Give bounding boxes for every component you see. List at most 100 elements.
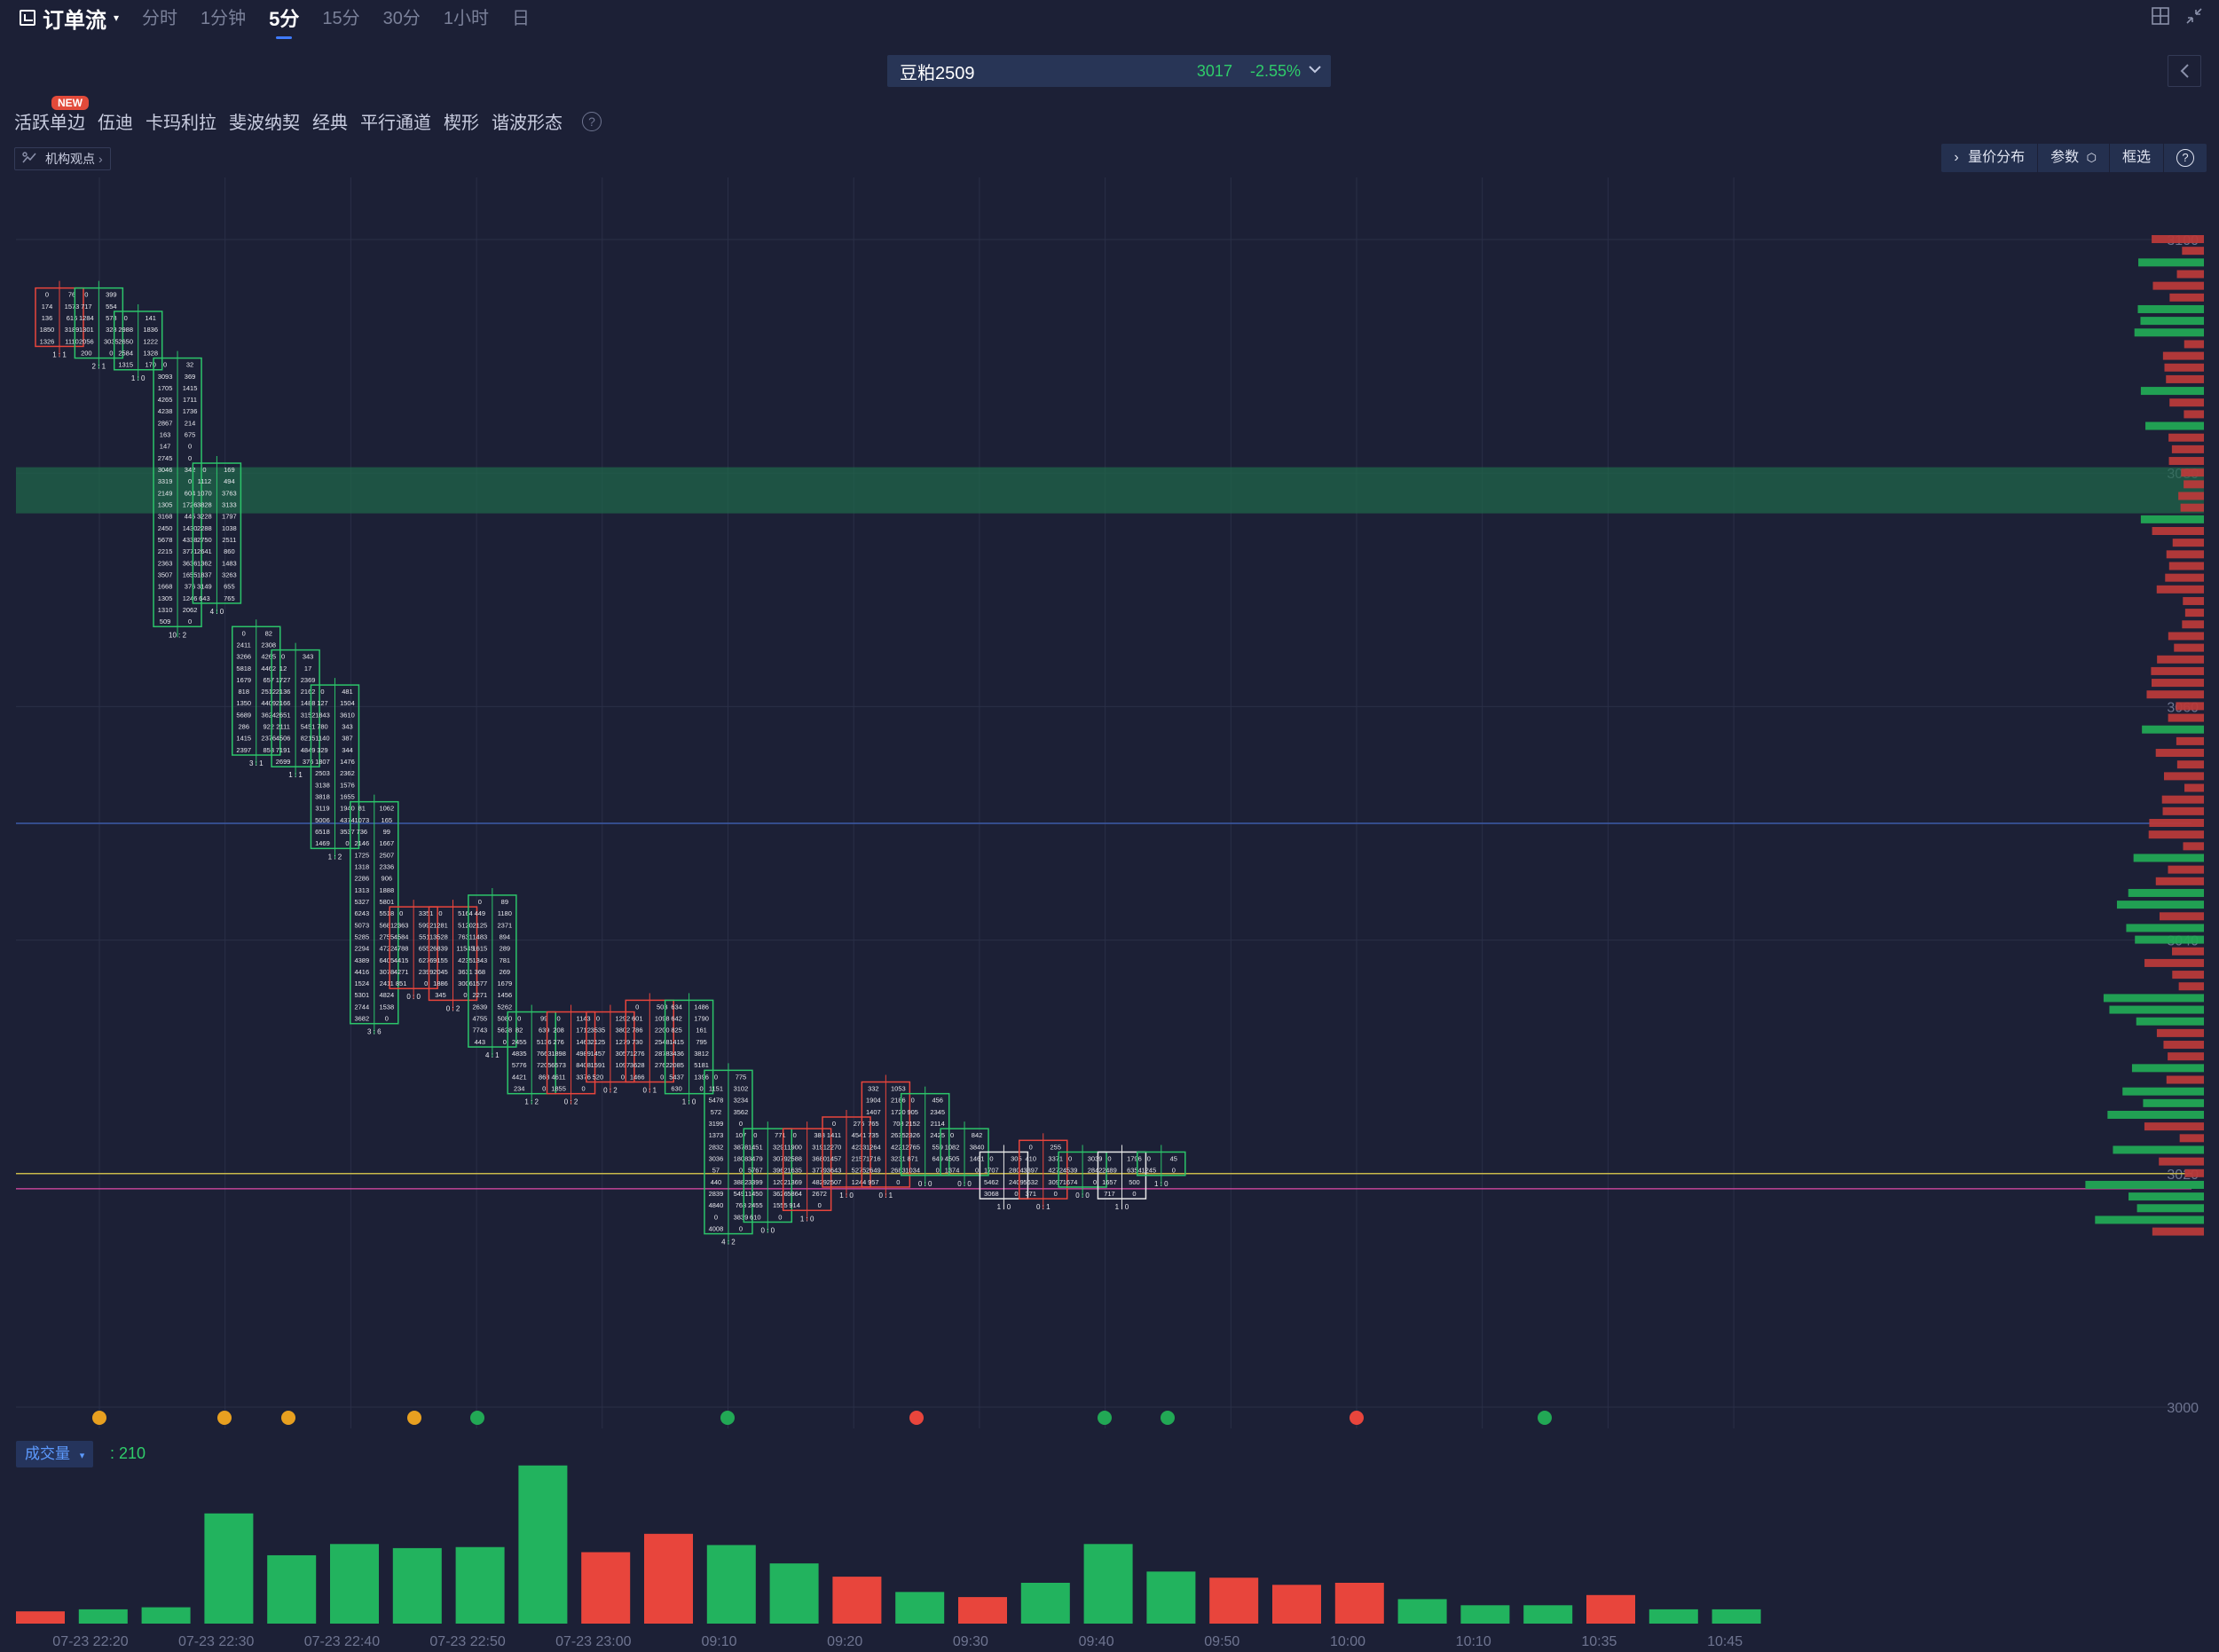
bid-volume: 3828 bbox=[197, 501, 212, 509]
ask-volume: 3231 bbox=[891, 1154, 906, 1162]
help-icon: ? bbox=[2176, 149, 2194, 167]
volume-profile-bar bbox=[2152, 1227, 2204, 1236]
period-tab[interactable]: 日 bbox=[512, 9, 531, 28]
ask-volume: 342 bbox=[185, 466, 196, 474]
volume-profile-bar bbox=[2134, 328, 2204, 337]
bid-volume: 0 bbox=[714, 1073, 718, 1081]
collapse-panel-button[interactable] bbox=[2168, 55, 2201, 87]
ask-volume: 2336 bbox=[379, 862, 394, 870]
period-tab[interactable]: 15分 bbox=[322, 9, 360, 28]
time-tick-label: 09:20 bbox=[827, 1634, 862, 1649]
bid-volume: 735 bbox=[868, 1131, 879, 1139]
institution-view-button[interactable]: 机构观点 › bbox=[14, 147, 111, 170]
bid-volume: 0 bbox=[478, 898, 482, 906]
ask-volume: 3771 bbox=[183, 547, 198, 555]
bid-volume: 2270 bbox=[827, 1143, 842, 1151]
bid-volume: 3168 bbox=[158, 513, 173, 521]
ask-volume: 165 bbox=[382, 816, 393, 824]
bid-volume: 127 bbox=[317, 699, 328, 707]
bid-volume: 5285 bbox=[354, 932, 369, 940]
bid-volume: 1073 bbox=[354, 816, 369, 824]
grid-icon[interactable] bbox=[2152, 7, 2169, 25]
ask-volume: 0 bbox=[1132, 1190, 1136, 1198]
volume-indicator-selector[interactable]: 成交量 ▾ bbox=[16, 1441, 94, 1467]
help-icon[interactable]: ? bbox=[582, 111, 602, 131]
volume-bar bbox=[581, 1552, 631, 1624]
volume-bar bbox=[1586, 1594, 1635, 1624]
bid-volume: 1407 bbox=[866, 1108, 881, 1116]
pattern-tab[interactable]: 平行通道 bbox=[360, 114, 431, 133]
app-title[interactable]: 订单流 ▾ bbox=[20, 3, 119, 34]
params-button[interactable]: 参数 ⬡ bbox=[2038, 144, 2110, 172]
ask-volume: 3371 bbox=[1048, 1154, 1063, 1162]
ask-volume: 2376 bbox=[261, 735, 276, 743]
symbol-selector[interactable]: 豆粕2509 3017 -2.55% bbox=[887, 55, 1331, 87]
select-box-button[interactable]: 框选 bbox=[2110, 144, 2164, 172]
period-tab[interactable]: 1小时 bbox=[443, 9, 490, 28]
ask-volume: 3291 bbox=[773, 1143, 788, 1151]
bid-volume: 147 bbox=[160, 443, 171, 451]
candle-ratio: 1 : 2 bbox=[524, 1098, 539, 1106]
ask-volume: 3079 bbox=[773, 1154, 788, 1162]
volume-bar bbox=[518, 1465, 568, 1624]
volume-bar bbox=[141, 1607, 191, 1624]
candle-body bbox=[310, 684, 360, 850]
bid-volume: 642 bbox=[671, 1015, 682, 1023]
ask-volume: 1143 bbox=[576, 1015, 590, 1023]
bid-volume: 2125 bbox=[473, 921, 488, 929]
candle-body bbox=[74, 287, 124, 359]
ask-volume: 2548 bbox=[655, 1038, 670, 1046]
ask-volume: 0 bbox=[385, 1015, 389, 1023]
pattern-tab[interactable]: 楔形 bbox=[444, 114, 479, 133]
volume-profile-bar bbox=[2182, 247, 2204, 256]
bid-volume: 0 bbox=[517, 1015, 521, 1023]
ask-volume: 99 bbox=[383, 828, 390, 836]
period-tab[interactable]: 分时 bbox=[142, 9, 178, 28]
ask-volume: 8408 bbox=[576, 1061, 591, 1069]
bid-volume: 3149 bbox=[197, 583, 212, 591]
ask-volume: 387 bbox=[342, 735, 353, 743]
candle-body bbox=[232, 625, 281, 756]
bid-volume: 4584 bbox=[394, 932, 409, 940]
help-button[interactable]: ? bbox=[2164, 144, 2207, 172]
bid-volume: 2651 bbox=[276, 711, 291, 719]
ask-volume: 1808 bbox=[734, 1154, 749, 1162]
bid-volume: 1140 bbox=[315, 735, 329, 743]
bid-volume: 1524 bbox=[354, 979, 369, 987]
bid-volume: 2149 bbox=[158, 489, 173, 497]
volume-profile-bar bbox=[2131, 1064, 2204, 1073]
pattern-tab[interactable]: 活跃单边 NEW bbox=[14, 96, 89, 134]
volume-profile-bar bbox=[2135, 935, 2204, 944]
bid-volume: 3436 bbox=[669, 1050, 684, 1058]
period-tab[interactable]: 5分 bbox=[269, 4, 299, 39]
volume-profile-bar bbox=[2151, 666, 2204, 675]
pattern-tab[interactable]: 谐波形态 bbox=[492, 114, 563, 133]
top-bar: 订单流 ▾ 分时 1分钟 5分 15分 30分 1小时 日 bbox=[0, 0, 2219, 39]
pattern-tab[interactable]: 斐波纳契 bbox=[229, 114, 300, 133]
shrink-icon[interactable] bbox=[2185, 7, 2203, 25]
bid-volume: 2832 bbox=[709, 1143, 724, 1151]
bid-volume: 0 bbox=[320, 688, 324, 696]
bid-volume: 163 bbox=[160, 431, 171, 439]
orderflow-chart[interactable]: 3100308030603040302030000761741573136616… bbox=[0, 173, 2219, 1652]
price-tick-label: 3000 bbox=[2167, 1401, 2199, 1416]
bid-volume: 1705 bbox=[158, 384, 173, 392]
price-distribution-button[interactable]: › 量价分布 bbox=[1941, 144, 2039, 172]
pattern-tab[interactable]: 经典 bbox=[312, 114, 348, 133]
ask-volume: 2409 bbox=[1009, 1178, 1024, 1186]
volume-profile-bar bbox=[2162, 806, 2204, 815]
ask-volume: 4541 bbox=[852, 1131, 867, 1139]
ask-volume: 1279 bbox=[616, 1038, 631, 1046]
ask-volume: 781 bbox=[500, 956, 511, 964]
period-tab[interactable]: 1分钟 bbox=[201, 9, 247, 28]
period-tab[interactable]: 30分 bbox=[382, 9, 421, 28]
bid-volume: 7743 bbox=[473, 1027, 488, 1034]
bid-volume: 2507 bbox=[827, 1178, 842, 1186]
pattern-tab[interactable]: 卡玛利拉 bbox=[146, 114, 216, 133]
bid-volume: 2215 bbox=[158, 547, 173, 555]
pattern-tab[interactable]: 伍迪 bbox=[98, 114, 133, 133]
ask-volume: 3376 bbox=[576, 1073, 591, 1081]
volume-bar bbox=[1334, 1583, 1384, 1624]
bid-volume: 1326 bbox=[40, 337, 55, 345]
bid-volume: 905 bbox=[907, 1108, 918, 1116]
